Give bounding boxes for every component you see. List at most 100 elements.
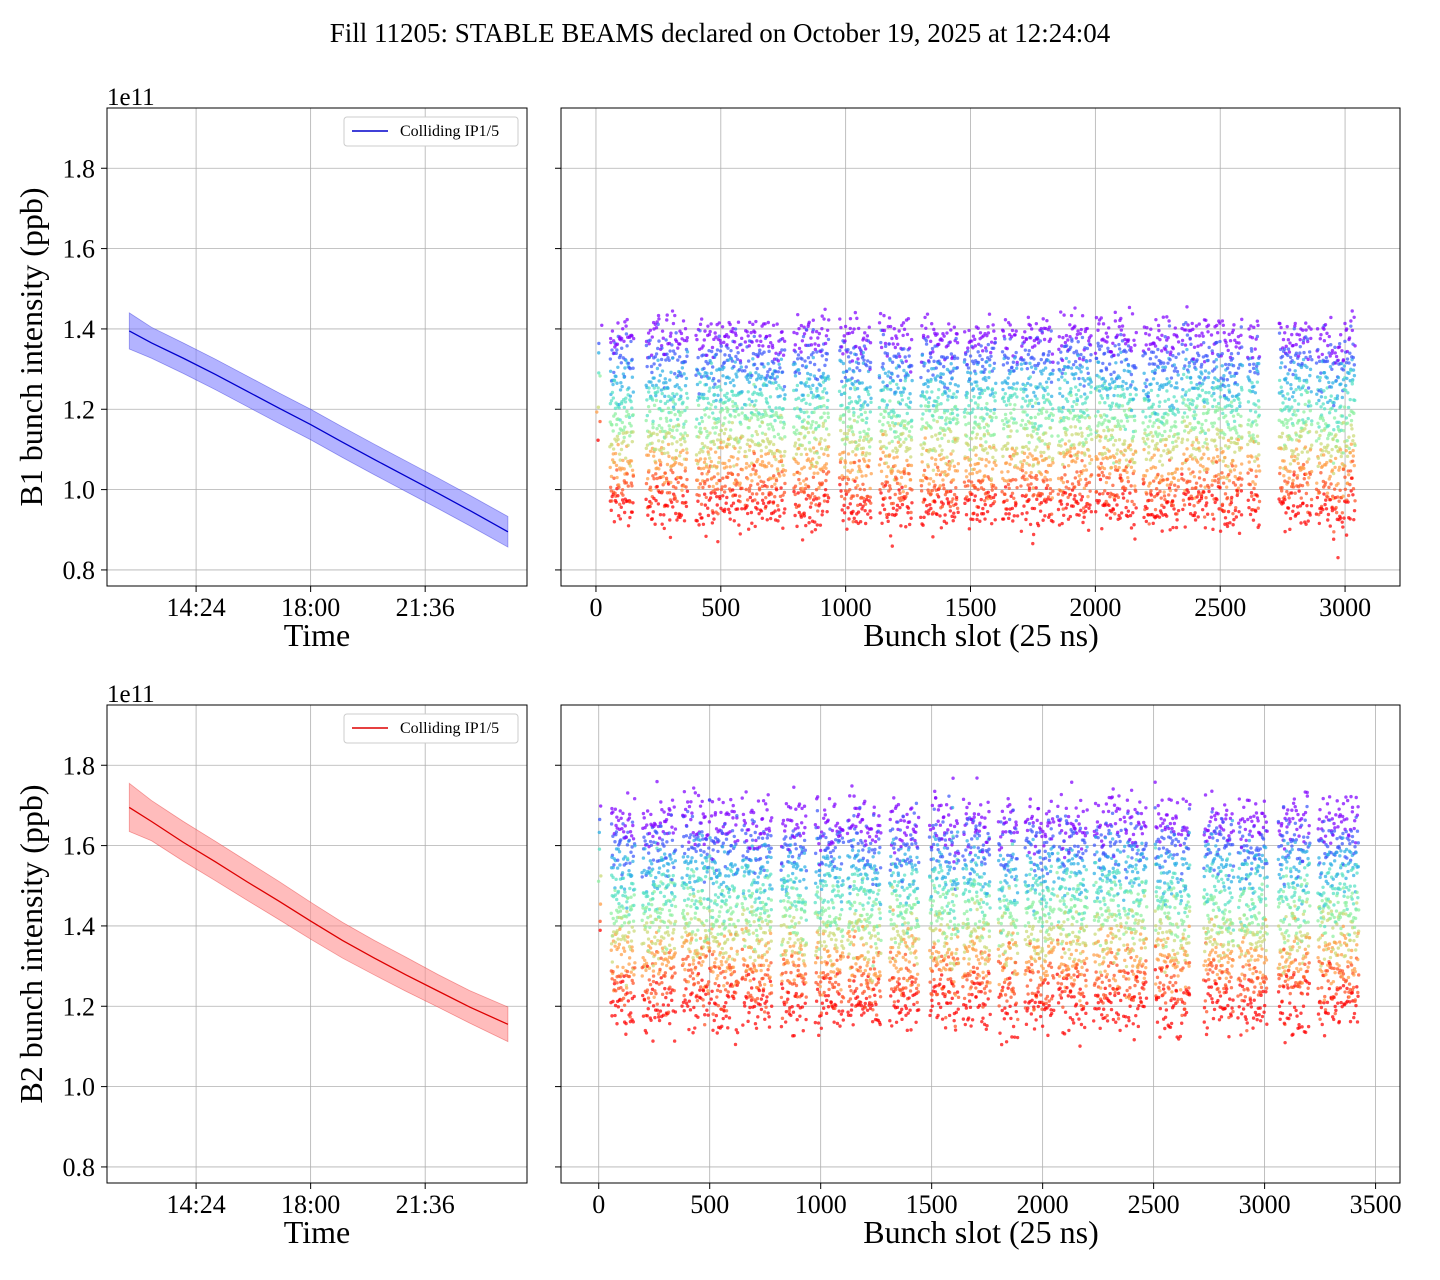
b1-bunch-point: [1176, 508, 1181, 513]
b1-bunch-point: [1044, 500, 1048, 504]
b1-bunch-point: [881, 380, 885, 384]
b1-bunch-point: [650, 370, 654, 375]
b1-bunch-point: [663, 401, 668, 406]
b1-bunch-point: [765, 401, 770, 405]
b1-bunch-point: [718, 338, 722, 343]
b1-bunch-point: [887, 423, 892, 428]
b1-bunch-point: [647, 390, 651, 394]
b1-bunch-point: [1076, 340, 1080, 344]
b1-bunch-point: [1246, 422, 1250, 427]
b1-bunch-point: [1072, 400, 1076, 404]
b1-bunch-point: [1061, 507, 1065, 511]
b1-bunch-point: [670, 356, 675, 360]
b1-bunch-point: [673, 313, 677, 318]
b1-bunch-point: [1213, 438, 1217, 442]
b1-bunch-point: [1151, 377, 1156, 381]
b1-bunch-point: [956, 436, 960, 441]
b1-bunch-point: [706, 401, 711, 405]
b1-bunch-point: [809, 426, 813, 430]
b1-bunch-point: [683, 469, 687, 473]
b1-bunch-point: [848, 502, 852, 506]
b1-bunch-point: [962, 360, 967, 364]
b1-bunch-point: [947, 322, 951, 326]
b1-bunch-point: [1100, 470, 1104, 475]
b1-bunch-point: [1125, 419, 1130, 423]
b1-bunch-point: [811, 350, 815, 355]
b1-bunch-point: [644, 343, 649, 348]
b1-bunch-point: [819, 446, 824, 451]
b1-bunch-point: [765, 518, 769, 522]
b1-bunch-point: [727, 376, 731, 380]
b1-bunch-point: [1248, 512, 1253, 517]
b1-bunch-point: [1112, 370, 1116, 374]
b1-bunch-point: [1204, 437, 1209, 442]
b1-bunch-point: [1157, 404, 1161, 408]
b1-bunch-point: [817, 368, 821, 372]
b1-bunch-point: [808, 360, 813, 365]
b1-bunch-point: [1024, 422, 1028, 427]
b1-bunch-point: [881, 450, 885, 455]
b1-bunch-point: [1147, 398, 1151, 402]
b1-bunch-point: [1165, 315, 1169, 319]
b1-bunch-point: [654, 498, 658, 503]
b1-bunch-point: [656, 358, 660, 362]
b1-bunch-point: [1158, 337, 1162, 342]
b1-bunch-point: [826, 453, 830, 458]
b1-bunch-point: [1154, 355, 1158, 359]
b1-bunch-point: [670, 309, 675, 313]
b1-bunch-point: [754, 469, 758, 473]
b1-bunch-point: [955, 356, 960, 360]
b1-bunch-point: [1176, 373, 1180, 377]
b1-bunch-point: [1160, 349, 1164, 353]
b1-bunch-point: [924, 326, 928, 330]
b1-bunch-point: [623, 320, 627, 324]
b1-bunch-point: [664, 476, 669, 481]
b1-bunch-point: [1065, 428, 1069, 432]
b1-bunch-point: [650, 517, 655, 521]
b1-bunch-point: [746, 438, 750, 442]
b1-bunch-point: [899, 393, 904, 398]
b1-bunch-point: [1226, 509, 1231, 514]
b1-bunch-point: [1225, 344, 1229, 348]
b1-bunch-point: [909, 425, 914, 429]
b1-bunch-point: [728, 428, 733, 432]
b1-bunch-point: [910, 501, 914, 505]
b1-bunch-point: [681, 319, 686, 323]
b1-bunch-point: [817, 423, 821, 428]
b1-bunch-point: [655, 390, 660, 394]
b1-bunch-point: [1023, 410, 1027, 414]
b1-bunch-point: [660, 426, 664, 430]
b1-bunch-point: [820, 513, 824, 517]
b1-bunch-point: [683, 431, 687, 435]
b1-bunch-point: [1080, 415, 1084, 419]
b1-bunch-point: [802, 465, 806, 469]
b1-bunch-point: [1043, 388, 1047, 393]
b1-bunch-point: [993, 518, 997, 522]
b1-bunch-point: [1156, 448, 1160, 452]
b1-bunch-point: [968, 463, 973, 467]
b1-bunch-point: [619, 361, 624, 365]
b1-bunch-point: [1132, 469, 1136, 473]
b1-bunch-point: [792, 330, 796, 335]
b1-bunch-point: [887, 484, 892, 488]
b1-bunch-point: [1182, 419, 1187, 423]
b1-bunch-point: [1008, 462, 1012, 467]
b1-bunch-point: [826, 411, 830, 415]
b1-bunch-point: [752, 334, 756, 339]
b1-bunch-point: [970, 410, 974, 414]
b1-bunch-point: [1072, 443, 1076, 447]
b1-bunch-point: [1044, 416, 1048, 420]
b1-bunch-point: [683, 466, 688, 470]
b1-bunch-point: [1194, 324, 1199, 328]
b1-bunch-point: [1145, 506, 1149, 510]
b1-bunch-point: [820, 481, 825, 485]
b1-bunch-point: [650, 398, 655, 402]
b1-bunch-point: [697, 493, 701, 498]
b1-bunch-point: [772, 451, 777, 456]
b1-bunch-point: [838, 460, 843, 464]
b1-bunch-point: [1176, 352, 1181, 356]
b1-bunch-point: [938, 431, 942, 435]
b1-bunch-point: [1188, 421, 1192, 426]
b1-bunch-point: [971, 334, 976, 338]
b1-bunch-point: [826, 470, 831, 474]
